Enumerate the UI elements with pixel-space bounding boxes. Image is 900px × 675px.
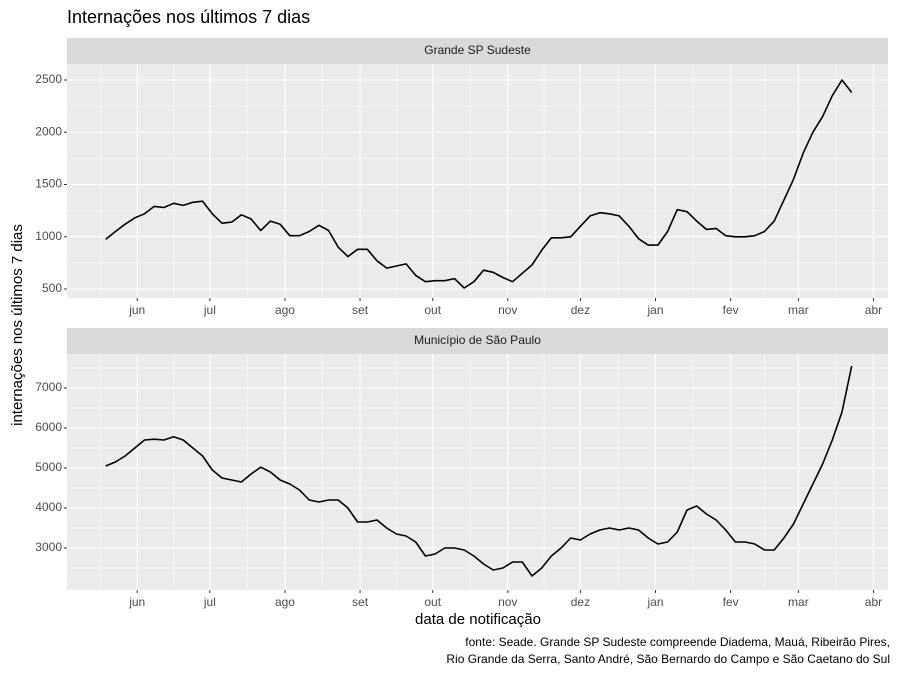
x-tick-label: abr [865, 595, 882, 609]
strip [67, 328, 888, 354]
y-tick-label: 2000 [35, 124, 62, 138]
strip [67, 38, 888, 64]
x-tick-label: jan [646, 595, 663, 609]
y-tick-label: 2500 [35, 72, 62, 86]
x-tick-label: nov [498, 595, 517, 609]
series-line [105, 365, 853, 577]
x-tick-label: jul [203, 595, 216, 609]
panel [67, 64, 888, 298]
chart-title: Internações nos últimos 7 dias [67, 7, 310, 27]
y-tick-label: 7000 [35, 380, 62, 394]
x-tick-label: jun [128, 595, 145, 609]
x-tick-label: set [352, 595, 369, 609]
x-tick-label: mar [788, 595, 809, 609]
x-tick-label: jun [128, 303, 145, 317]
caption: Rio Grande da Serra, Santo André, São Be… [446, 652, 890, 666]
x-tick-label: ago [275, 303, 295, 317]
x-tick-label: dez [571, 595, 590, 609]
x-tick-label: fev [723, 595, 739, 609]
caption: fonte: Seade. Grande SP Sudeste compreen… [465, 635, 890, 649]
x-tick-label: fev [723, 303, 739, 317]
y-tick-label: 5000 [35, 460, 62, 474]
y-axis-label: internações nos últimos 7 dias [9, 224, 26, 426]
y-tick-label: 4000 [35, 500, 62, 514]
x-tick-label: nov [498, 303, 517, 317]
x-tick-label: abr [865, 303, 882, 317]
x-tick-label: mar [788, 303, 809, 317]
y-tick-label: 1500 [35, 177, 62, 191]
x-tick-label: set [352, 303, 369, 317]
x-tick-label: jul [203, 303, 216, 317]
x-tick-label: out [424, 595, 441, 609]
series-line [105, 79, 853, 289]
panel [67, 354, 888, 590]
x-tick-label: out [424, 303, 441, 317]
y-tick-label: 3000 [35, 540, 62, 554]
y-tick-label: 6000 [35, 420, 62, 434]
strip-label: Grande SP Sudeste [424, 43, 531, 57]
strip-label: Município de São Paulo [414, 333, 541, 347]
x-tick-label: dez [571, 303, 590, 317]
x-tick-label: ago [275, 595, 295, 609]
y-tick-label: 1000 [35, 229, 62, 243]
x-tick-label: jan [646, 303, 663, 317]
y-tick-label: 500 [42, 281, 62, 295]
x-axis-label: data de notificação [415, 611, 541, 628]
